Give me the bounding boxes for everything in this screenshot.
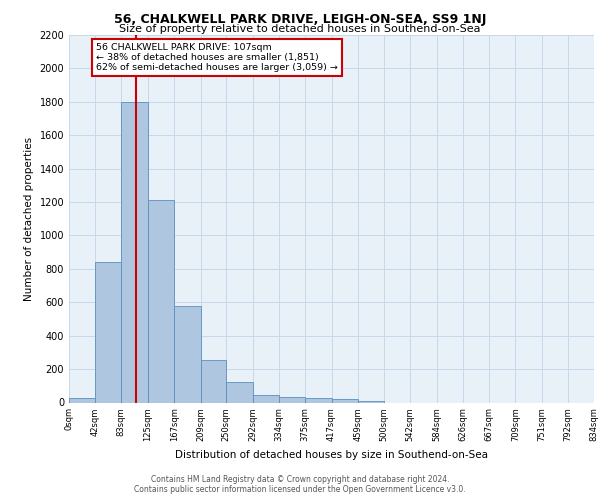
X-axis label: Distribution of detached houses by size in Southend-on-Sea: Distribution of detached houses by size … [175, 450, 488, 460]
Bar [226, 382, 253, 402]
Bar [200, 360, 226, 403]
Y-axis label: Number of detached properties: Number of detached properties [24, 136, 34, 301]
Text: 56, CHALKWELL PARK DRIVE, LEIGH-ON-SEA, SS9 1NJ: 56, CHALKWELL PARK DRIVE, LEIGH-ON-SEA, … [114, 12, 486, 26]
Bar [331, 400, 358, 402]
Text: 56 CHALKWELL PARK DRIVE: 107sqm
← 38% of detached houses are smaller (1,851)
62%: 56 CHALKWELL PARK DRIVE: 107sqm ← 38% of… [96, 42, 338, 72]
Bar [121, 102, 148, 403]
Bar [148, 200, 174, 402]
Text: Size of property relative to detached houses in Southend-on-Sea: Size of property relative to detached ho… [119, 24, 481, 34]
Text: Contains HM Land Registry data © Crown copyright and database right 2024.
Contai: Contains HM Land Registry data © Crown c… [134, 474, 466, 494]
Bar [279, 396, 305, 402]
Bar [95, 262, 121, 402]
Bar [174, 306, 200, 402]
Bar [253, 395, 279, 402]
Bar [69, 398, 95, 402]
Bar [358, 401, 384, 402]
Bar [305, 398, 331, 402]
